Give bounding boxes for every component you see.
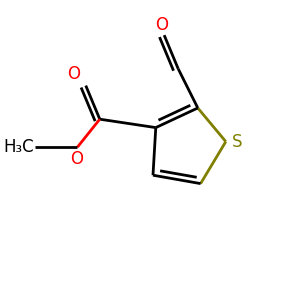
- Text: H₃C: H₃C: [3, 138, 34, 156]
- Text: O: O: [67, 65, 80, 83]
- Text: S: S: [231, 133, 242, 151]
- Text: O: O: [70, 150, 83, 168]
- Text: O: O: [155, 16, 168, 34]
